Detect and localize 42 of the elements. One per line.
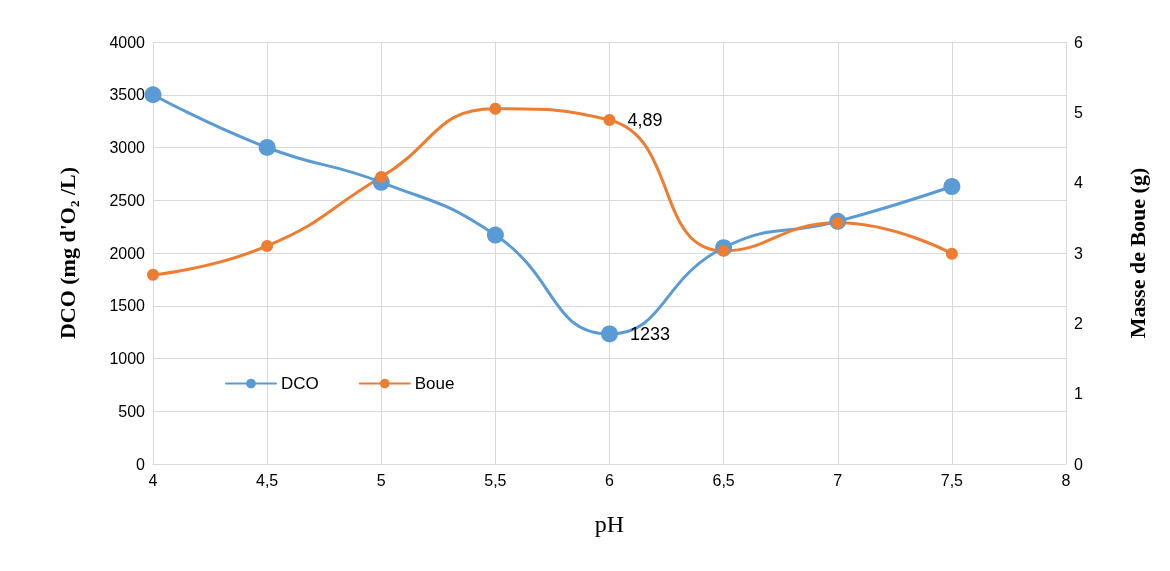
y2-tick-label: 5 [1074, 103, 1083, 121]
y-tick-label: 1500 [109, 297, 146, 315]
point [261, 239, 274, 252]
x-tick-label: 4 [148, 471, 158, 489]
y2-tick-label: 2 [1074, 314, 1083, 332]
point [144, 86, 162, 104]
y-tick-label: 3500 [109, 86, 146, 104]
point [258, 139, 276, 156]
legend-label: Boue [414, 374, 455, 393]
x-axis-title: pH [594, 511, 625, 537]
x-tick-label: 8 [1061, 471, 1071, 489]
y-tick-label: 1000 [109, 350, 146, 367]
y-tick-label: 500 [118, 402, 146, 420]
y-tick-label: 2500 [109, 191, 146, 209]
x-tick-label: 7,5 [940, 471, 964, 489]
x-tick-label: 6 [605, 471, 615, 489]
y2-tick-label: 6 [1074, 33, 1083, 51]
x-tick-label: 5 [376, 471, 386, 489]
point [601, 325, 618, 343]
y-tick-label: 2000 [109, 244, 146, 262]
point [489, 102, 502, 115]
point [486, 226, 504, 244]
y-tick-label: 3000 [109, 139, 146, 156]
y-axis-title: DCO (mg d'O₂ /L) [54, 166, 80, 340]
y-tick-label: 4000 [109, 33, 146, 51]
y2-axis-title: Masse de Boue (g) [1124, 167, 1150, 339]
y2-tick-label: 4 [1074, 174, 1083, 192]
legend-label: DCO [281, 374, 319, 393]
y2-tick-label: 3 [1074, 244, 1083, 262]
y-tick-label: 0 [136, 455, 146, 473]
point [603, 114, 616, 127]
x-tick-label: 7 [833, 471, 843, 489]
point [943, 178, 961, 196]
point [945, 247, 958, 260]
data-label: 1233 [630, 323, 671, 344]
x-tick-label: 5,5 [484, 471, 507, 489]
x-tick-label: 6,5 [712, 471, 735, 489]
y2-tick-label: 1 [1074, 385, 1083, 403]
x-tick-label: 4,5 [256, 471, 279, 489]
point [147, 268, 159, 281]
data-label: 4,89 [627, 110, 663, 131]
y2-tick-label: 0 [1074, 455, 1083, 473]
